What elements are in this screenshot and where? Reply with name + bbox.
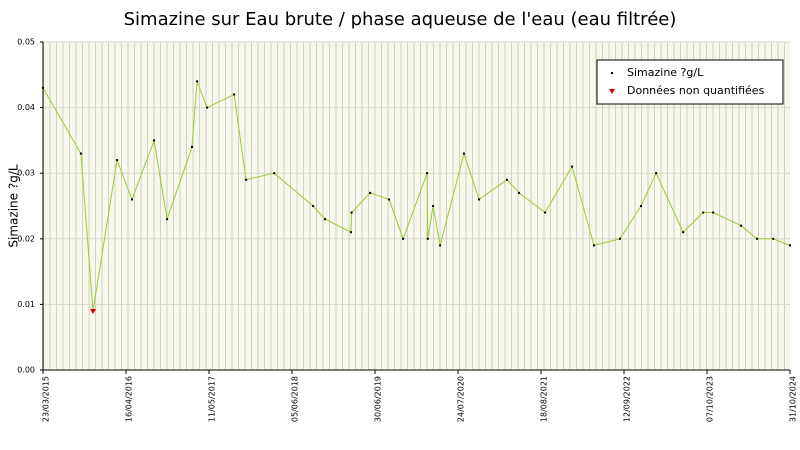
x-tick-label: 07/10/2023 <box>706 376 715 422</box>
x-tick-label: 12/09/2022 <box>623 376 632 422</box>
legend-symbol <box>609 89 615 94</box>
y-tick-label: 0.01 <box>17 300 35 309</box>
point <box>789 244 791 247</box>
point <box>740 224 743 227</box>
point <box>388 198 391 201</box>
point <box>312 205 315 207</box>
x-tick-label: 23/03/2015 <box>42 376 51 422</box>
point-flag <box>90 308 97 314</box>
point <box>702 211 705 214</box>
point <box>245 178 248 181</box>
point <box>756 237 759 240</box>
point <box>196 80 199 83</box>
x-tick-label: 30/06/2019 <box>374 376 383 422</box>
point <box>772 237 775 240</box>
point <box>518 191 521 194</box>
point <box>426 172 429 175</box>
point <box>206 106 209 109</box>
point <box>655 172 658 175</box>
point <box>349 231 352 234</box>
point <box>618 237 621 240</box>
point <box>190 145 193 148</box>
x-tick-label: 24/07/2020 <box>457 376 466 422</box>
point <box>712 211 715 214</box>
point <box>130 198 133 201</box>
point <box>592 244 595 247</box>
point <box>432 205 435 207</box>
x-tick-label: 18/08/2021 <box>540 376 549 422</box>
point <box>233 93 236 96</box>
x-tick-label: 31/10/2024 <box>789 376 798 422</box>
point <box>571 165 574 168</box>
point <box>273 172 276 175</box>
point <box>402 237 405 240</box>
point <box>42 86 44 89</box>
point <box>166 218 169 221</box>
point <box>116 159 119 162</box>
x-tick-label: 16/04/2016 <box>125 376 134 422</box>
y-tick-label: 0.05 <box>17 38 35 47</box>
chart-title: Simazine sur Eau brute / phase aqueuse d… <box>124 9 677 30</box>
point <box>369 191 372 194</box>
y-tick-label: 0.04 <box>17 103 35 112</box>
point <box>350 211 353 214</box>
y-tick-label: 0.03 <box>17 169 35 178</box>
legend-box <box>596 59 784 105</box>
point <box>153 139 156 142</box>
point <box>682 231 685 234</box>
point <box>505 178 508 181</box>
point <box>426 237 429 240</box>
point <box>478 198 481 201</box>
x-tick-label: 11/05/2017 <box>208 376 217 422</box>
y-tick-label: 0.00 <box>17 366 35 375</box>
point <box>79 152 82 155</box>
point <box>544 211 547 214</box>
point <box>462 152 465 155</box>
y-tick-label: 0.02 <box>17 234 35 243</box>
legend-label: Simazine ?g/L <box>627 66 704 79</box>
point <box>323 218 326 221</box>
legend-label: Données non quantifiées <box>627 84 765 97</box>
point <box>640 205 643 207</box>
point <box>439 244 442 247</box>
x-tick-label: 05/06/2018 <box>291 376 300 422</box>
legend-symbol <box>611 72 613 74</box>
y-axis-label: Simazine ?g/L <box>7 164 21 247</box>
